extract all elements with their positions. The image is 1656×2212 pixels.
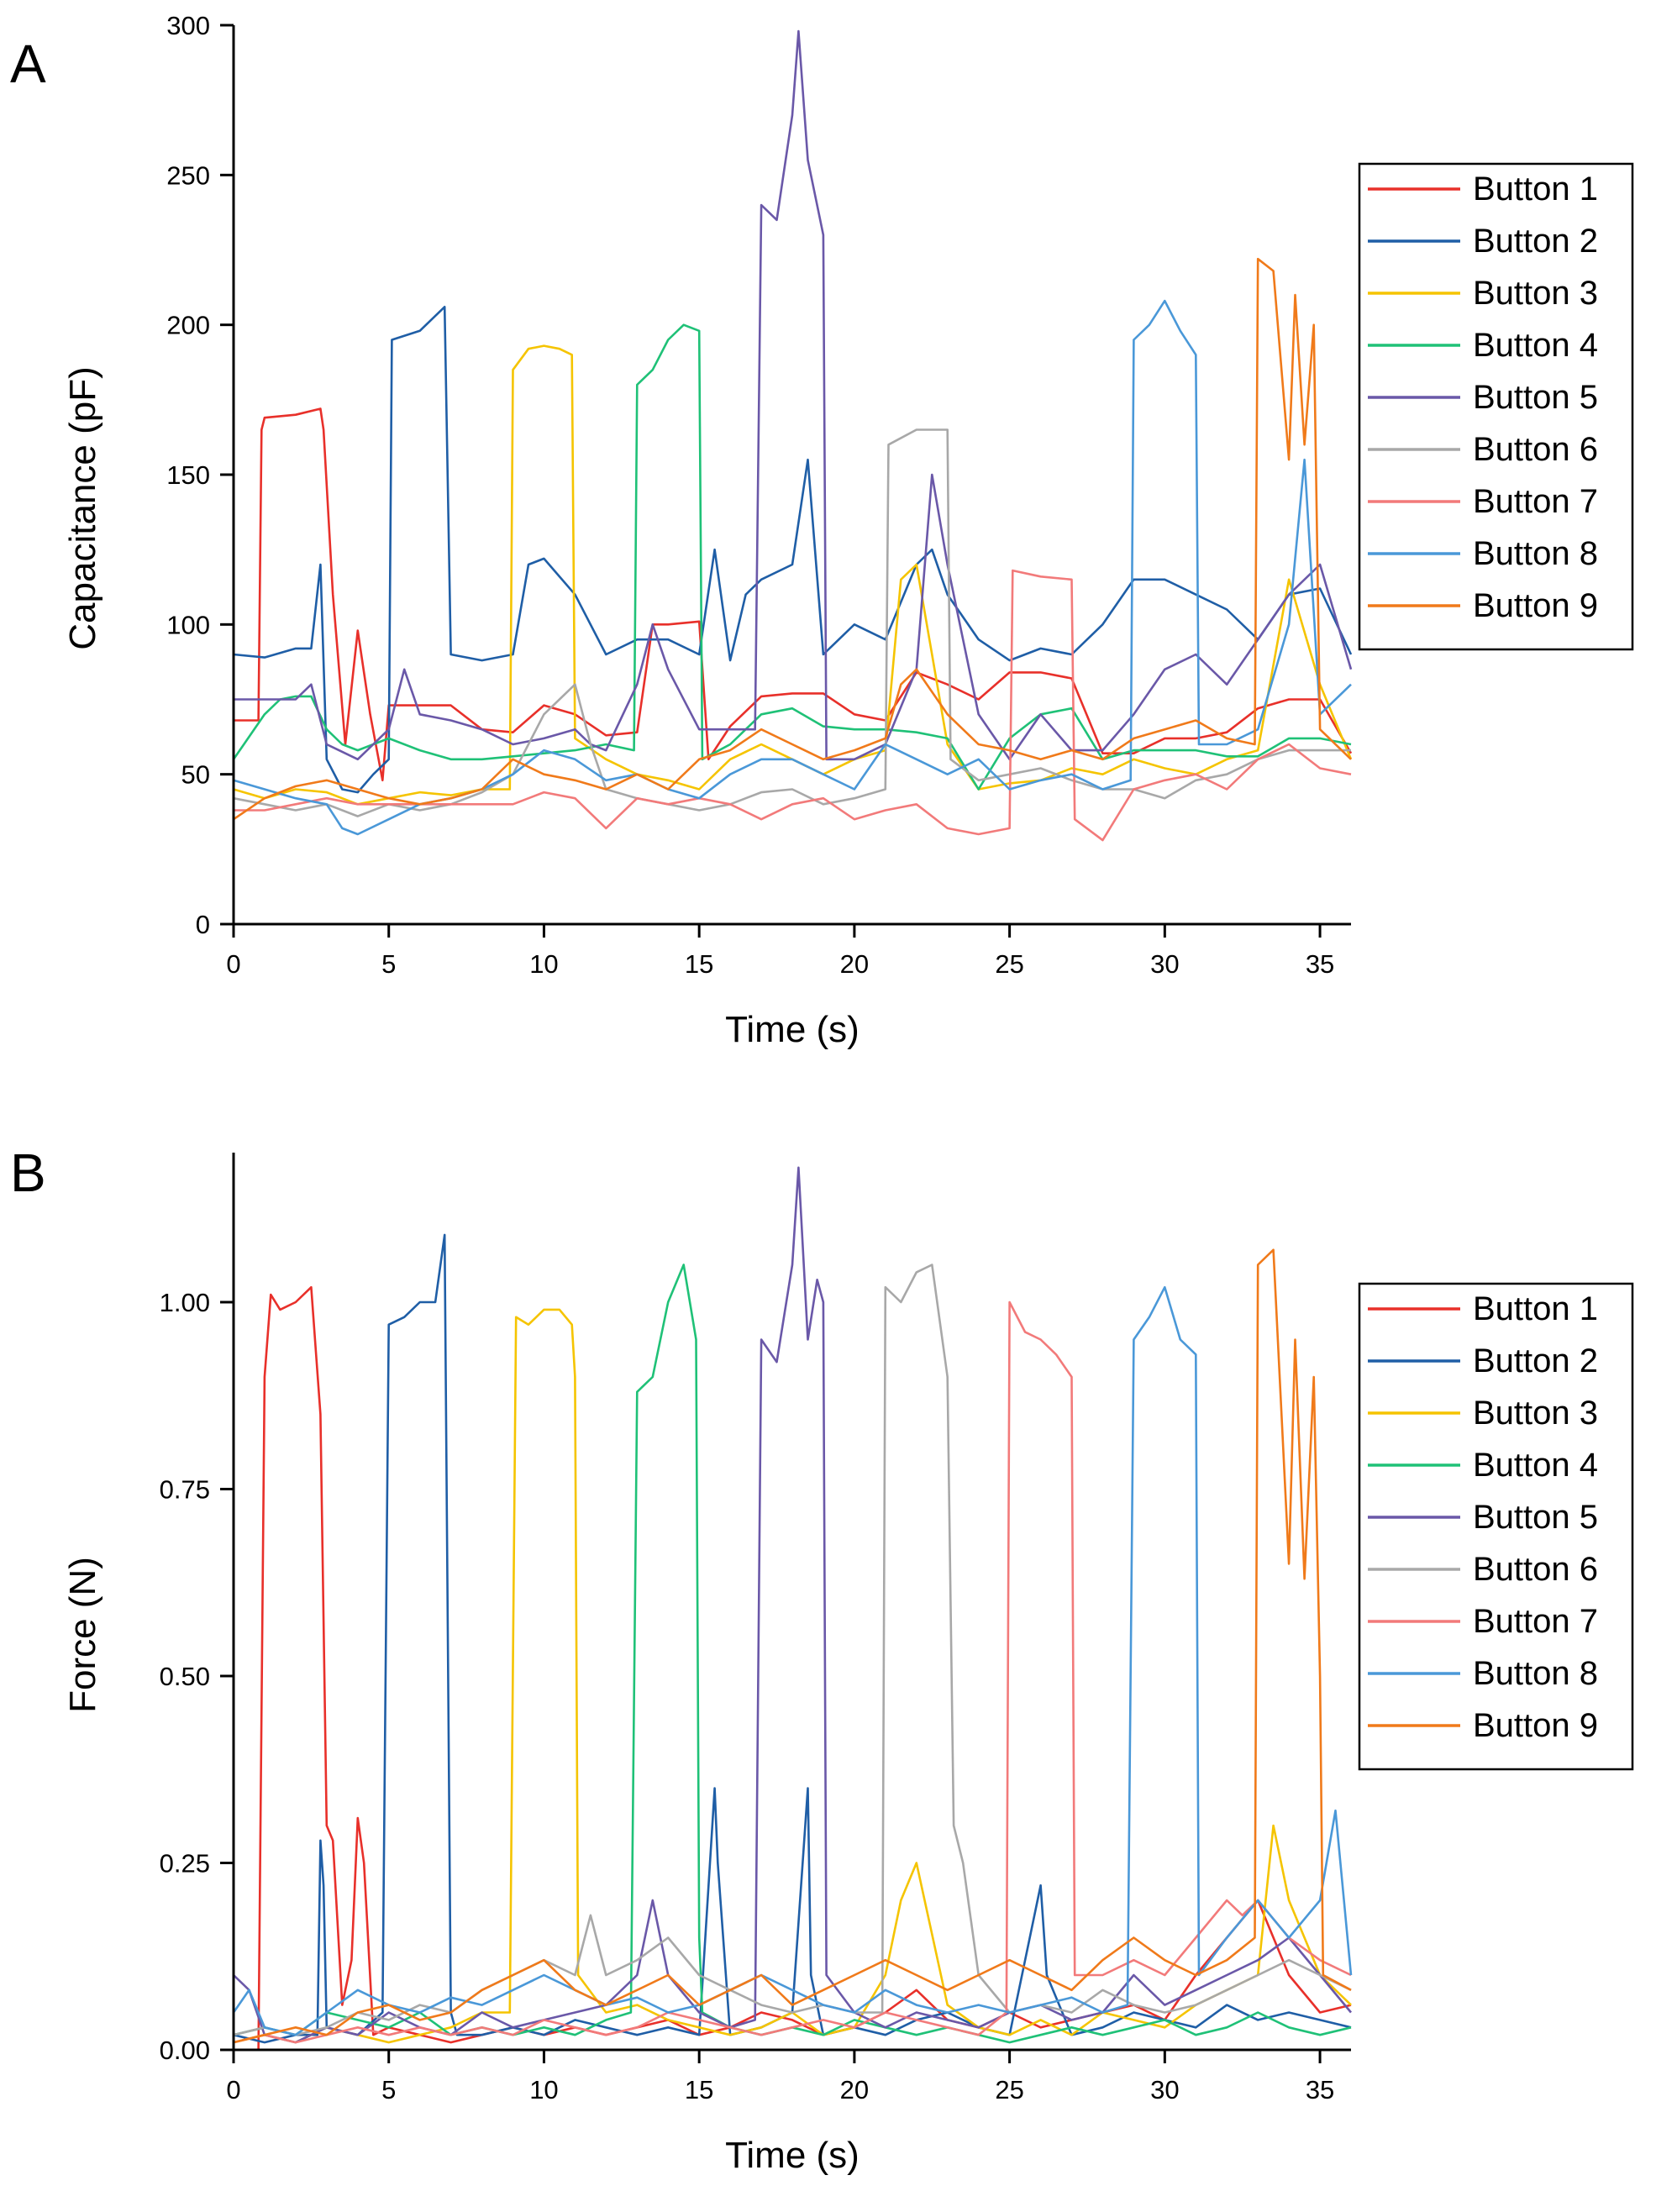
panel-b: B 0.00 0.25 0.50 0.75 1.00 0 5 10 15 20 25 30 35 Time …: [10, 1143, 1634, 2176]
x-tick-label: 0: [226, 2075, 240, 2104]
legend-item: Button 7: [1368, 1603, 1598, 1640]
series-line-button-7: [234, 569, 1352, 842]
legend-label: Button 4: [1473, 1447, 1598, 1484]
x-axis-label: Time (s): [725, 1009, 860, 1050]
y-tick-label: 100: [166, 610, 210, 639]
legend-label: Button 2: [1473, 223, 1598, 260]
legend: Button 1 Button 2 Button 3 Button 4 Button 5…: [1358, 1282, 1634, 1771]
legend-item: Button 8: [1368, 535, 1598, 572]
legend-item: Button 5: [1368, 379, 1598, 416]
legend-label: Button 6: [1473, 431, 1598, 468]
legend-item: Button 1: [1368, 1290, 1598, 1327]
x-tick-label: 5: [381, 2075, 396, 2104]
legend-item: Button 4: [1368, 1447, 1598, 1484]
legend-box: [1358, 1282, 1634, 1771]
legend-label: Button 7: [1473, 483, 1598, 520]
legend-label: Button 9: [1473, 1707, 1598, 1744]
legend-item: Button 5: [1368, 1499, 1598, 1536]
y-tick-label: 300: [166, 11, 210, 40]
legend-item: Button 2: [1368, 223, 1598, 260]
legend-label: Button 1: [1473, 171, 1598, 208]
legend-label: Button 8: [1473, 535, 1598, 572]
x-tick-label: 35: [1306, 949, 1334, 979]
legend-item: Button 9: [1368, 1707, 1598, 1744]
y-tick-label: 0.25: [160, 1849, 210, 1878]
legend-label: Button 7: [1473, 1603, 1598, 1640]
series-line-button-9: [233, 257, 1352, 821]
x-tick-label: 25: [995, 949, 1023, 979]
legend-box: [1358, 162, 1634, 651]
y-tick-label: 0: [196, 910, 210, 939]
legend-item: Button 7: [1368, 483, 1598, 520]
panel-a: A 0 50 100 150 200 250 300 0 5 10 15 20 25 30 35 Time (s…: [10, 11, 1634, 1050]
series-line-button-4: [233, 1264, 1352, 2044]
legend-item: Button 6: [1368, 431, 1598, 468]
legend-label: Button 1: [1473, 1290, 1598, 1327]
series-line-button-6: [233, 428, 1351, 817]
series-line-button-5: [234, 29, 1353, 761]
x-tick-label: 20: [840, 949, 869, 979]
y-tick-label: 150: [166, 460, 210, 490]
legend-label: Button 4: [1473, 327, 1598, 364]
y-tick-label: 0.00: [160, 2036, 210, 2065]
series-line-button-6: [233, 1264, 1352, 2036]
y-tick-label: 0.75: [160, 1475, 210, 1505]
y-tick-label: 50: [181, 760, 210, 790]
x-tick-label: 20: [840, 2075, 869, 2104]
legend-label: Button 9: [1473, 587, 1598, 624]
x-tick-label: 10: [529, 2075, 558, 2104]
legend-item: Button 6: [1368, 1551, 1598, 1588]
x-tick-label: 35: [1306, 2075, 1334, 2104]
legend-item: Button 9: [1368, 587, 1598, 624]
y-axis-label: Capacitance (pF): [62, 366, 103, 649]
y-axis-label: Force (N): [62, 1557, 103, 1713]
legend-item: Button 3: [1368, 1395, 1598, 1432]
legend-label: Button 3: [1473, 1395, 1598, 1432]
legend-item: Button 8: [1368, 1655, 1598, 1692]
series-line-button-4: [232, 323, 1352, 791]
y-tick-label: 200: [166, 311, 210, 340]
panel-label: A: [10, 34, 46, 94]
series-line-button-2: [233, 305, 1353, 794]
legend-item: Button 1: [1368, 171, 1598, 208]
series-line-button-3: [233, 1308, 1352, 2044]
y-tick-label: 250: [166, 160, 210, 190]
x-tick-label: 0: [226, 949, 240, 979]
series-line-button-7: [233, 1300, 1352, 2044]
x-axis-label: Time (s): [725, 2135, 860, 2176]
series-line-button-8: [233, 299, 1352, 836]
legend-label: Button 8: [1473, 1655, 1598, 1692]
series-line-button-5: [233, 1166, 1353, 2044]
x-tick-label: 25: [995, 2075, 1023, 2104]
legend: Button 1 Button 2 Button 3 Button 4 Button 5…: [1358, 162, 1634, 651]
series-line-button-2: [233, 1233, 1352, 2044]
series-line-button-9: [233, 1248, 1352, 2044]
series-line-button-1: [234, 407, 1353, 782]
legend-label: Button 5: [1473, 379, 1598, 416]
series-group: [232, 29, 1353, 842]
series-line-button-1: [234, 1285, 1352, 2052]
legend-item: Button 4: [1368, 327, 1598, 364]
legend-label: Button 3: [1473, 275, 1598, 312]
legend-label: Button 6: [1473, 1551, 1598, 1588]
legend-item: Button 3: [1368, 275, 1598, 312]
x-tick-label: 15: [685, 949, 713, 979]
x-tick-label: 15: [685, 2075, 713, 2104]
legend-item: Button 2: [1368, 1342, 1598, 1379]
legend-label: Button 5: [1473, 1499, 1598, 1536]
x-tick-label: 30: [1150, 949, 1179, 979]
x-tick-label: 5: [381, 949, 396, 979]
series-group: [232, 1166, 1353, 2052]
legend-label: Button 2: [1473, 1342, 1598, 1379]
series-line-button-8: [232, 1285, 1353, 2036]
series-line-button-3: [233, 344, 1353, 806]
y-tick-label: 1.00: [160, 1288, 210, 1317]
x-tick-label: 30: [1150, 2075, 1179, 2104]
x-tick-label: 10: [529, 949, 558, 979]
panel-label: B: [10, 1143, 46, 1203]
y-tick-label: 0.50: [160, 1662, 210, 1691]
